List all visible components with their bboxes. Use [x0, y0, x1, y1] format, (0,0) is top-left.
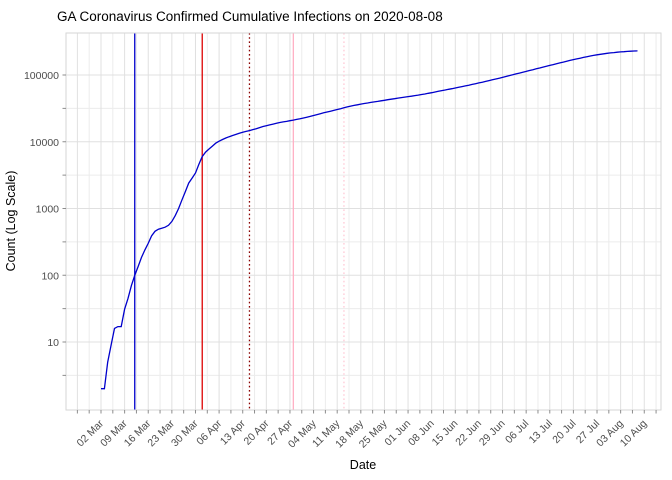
panel-background: [66, 33, 661, 410]
event-vlines: [134, 33, 345, 410]
data-series: [101, 50, 638, 390]
x-tick-label: 13 Apr: [218, 417, 248, 447]
cumulative-confirmed-infections-line: [101, 50, 638, 390]
panel-border-rect: [65, 32, 662, 411]
gridlines-minor: [66, 33, 661, 410]
chart-title: GA Coronavirus Confirmed Cumulative Infe…: [57, 9, 443, 24]
x-tick-label: 10 Aug: [618, 418, 650, 450]
x-tick-label: 20 Apr: [242, 417, 272, 447]
y-axis-title: Count (Log Scale): [4, 171, 18, 272]
x-tick-label: 29 Jun: [477, 418, 508, 449]
y-tick-label: 100: [41, 270, 59, 282]
panel-border: [65, 32, 662, 411]
y-tick-labels: 10 100 1000 10000 100000: [24, 70, 59, 349]
axis-ticks: [62, 74, 657, 414]
y-tick-label: 1000: [36, 204, 60, 216]
x-tick-label: 20 Jul: [550, 418, 578, 446]
y-tick-label: 100000: [24, 70, 59, 82]
x-tick-label: 30 Mar: [169, 417, 201, 449]
x-tick-label: 13 Jul: [527, 418, 555, 446]
y-tick-label: 10: [47, 337, 59, 349]
gridlines-major: [66, 33, 661, 410]
x-tick-label: 06 Jul: [503, 418, 531, 446]
x-tick-label: 06 Apr: [194, 417, 224, 447]
plot-panel: [66, 33, 661, 410]
y-tick-label: 10000: [30, 137, 59, 149]
x-axis-title: Date: [350, 458, 376, 472]
